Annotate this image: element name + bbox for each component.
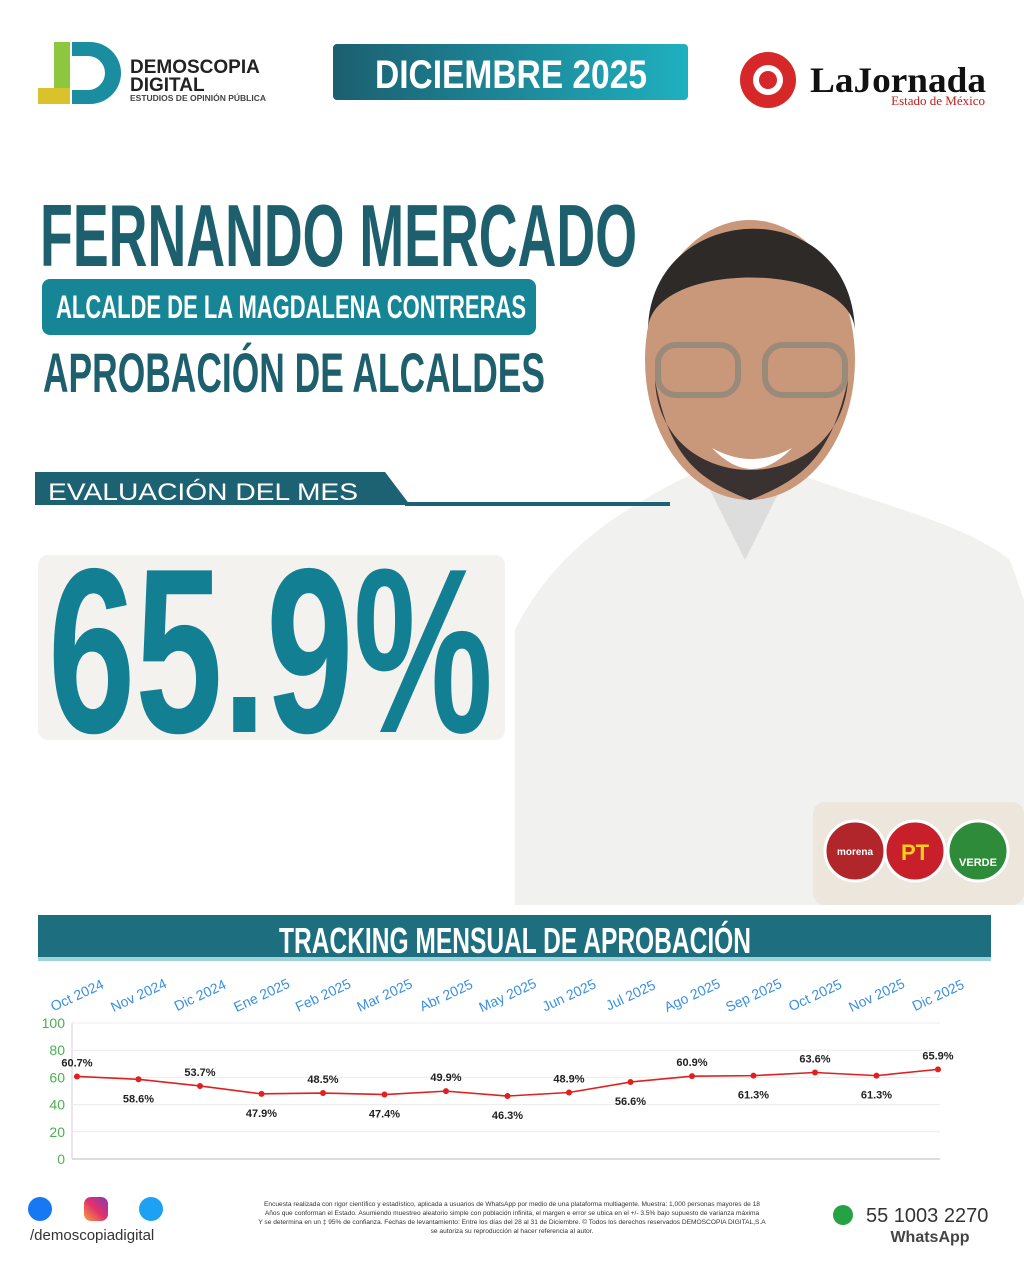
point	[812, 1069, 818, 1076]
chart-title: TRACKING MENSUAL DE APROBACIÓN	[279, 919, 751, 961]
point	[197, 1082, 203, 1089]
point	[258, 1090, 265, 1097]
party-name: morena	[837, 847, 874, 858]
value-label: 47.9%	[246, 1108, 277, 1120]
study: APROBACIÓN DE ALCALDES	[43, 341, 545, 404]
value-label: 47.4%	[369, 1109, 400, 1121]
point	[566, 1089, 572, 1096]
point	[627, 1079, 634, 1086]
phone-channel: WhatsApp	[890, 1229, 969, 1246]
evaluation-value: 65.9%	[48, 519, 493, 782]
point	[443, 1088, 449, 1095]
whatsapp-icon	[833, 1205, 853, 1225]
point	[135, 1076, 142, 1083]
value-label: 61.3%	[738, 1090, 769, 1102]
value-label: 63.6%	[799, 1054, 830, 1066]
value-label: 49.9%	[430, 1072, 461, 1084]
chart-header-strip	[38, 957, 991, 961]
brand-tagline: ESTUDIOS DE OPINIÓN PÚBLICA	[130, 92, 266, 103]
y-tick-label: 40	[49, 1097, 65, 1113]
value-label: 48.9%	[553, 1073, 584, 1085]
role-pill	[42, 279, 536, 335]
partner: LaJornada	[810, 60, 986, 100]
y-tick-label: 80	[49, 1042, 65, 1058]
value-label: 46.3%	[492, 1110, 523, 1122]
value-label: 58.6%	[123, 1093, 154, 1105]
brand-line: DIGITAL	[130, 75, 205, 96]
disclaimer: se autoriza su reproducción al hacer ref…	[431, 1228, 594, 1235]
value-label: 61.3%	[861, 1090, 892, 1102]
point	[689, 1073, 695, 1080]
y-tick-label: 0	[57, 1151, 65, 1167]
phone: 55 1003 2270	[866, 1205, 988, 1227]
disclaimer: Y se determina en un ‡ 95% de confianza.…	[258, 1218, 766, 1226]
disclaimer: Encuesta realizada con rigor científico …	[264, 1201, 760, 1208]
period: DICIEMBRE 2025	[375, 53, 647, 97]
chart-header	[38, 915, 991, 957]
role: ALCALDE DE LA MAGDALENA CONTRERAS	[56, 289, 526, 325]
point	[74, 1073, 80, 1080]
point	[381, 1091, 388, 1098]
partner-logo	[740, 52, 796, 108]
brand-logo	[38, 42, 121, 104]
evaluation-label: EVALUACIÓN DEL MES	[48, 479, 358, 506]
value-label: 60.7%	[61, 1057, 92, 1069]
party-name: VERDE	[959, 857, 997, 869]
point	[750, 1072, 757, 1079]
portrait	[515, 220, 1024, 905]
value-label: 60.9%	[676, 1057, 707, 1069]
brand: DEMOSCOPIA	[130, 57, 260, 78]
evaluation-panel	[38, 555, 505, 740]
value-label: 56.6%	[615, 1096, 646, 1108]
party-logo	[946, 819, 1010, 883]
divider	[405, 502, 670, 506]
party-name: PT	[901, 840, 930, 865]
name: FERNANDO MERCADO	[40, 186, 637, 285]
point	[935, 1066, 941, 1073]
point	[504, 1093, 511, 1100]
point	[873, 1072, 880, 1079]
facebook-icon[interactable]	[28, 1197, 52, 1221]
value-label: 65.9%	[922, 1050, 953, 1062]
y-tick-label: 100	[42, 1015, 66, 1031]
value-label: 53.7%	[184, 1067, 215, 1079]
instagram-icon[interactable]	[84, 1197, 108, 1221]
y-tick-label: 20	[49, 1124, 65, 1140]
value-label: 48.5%	[307, 1074, 338, 1086]
partner-region: Estado de México	[891, 93, 985, 108]
disclaimer: Años que conforman el Estado. Asumiendo …	[265, 1210, 760, 1217]
y-tick-label: 60	[49, 1069, 65, 1085]
point	[320, 1090, 326, 1097]
twitter-icon[interactable]	[139, 1197, 163, 1221]
evaluation-banner	[35, 472, 410, 505]
period-pill	[333, 44, 688, 100]
social-handle: /demoscopiadigital	[30, 1227, 154, 1244]
party-logo	[883, 819, 947, 883]
